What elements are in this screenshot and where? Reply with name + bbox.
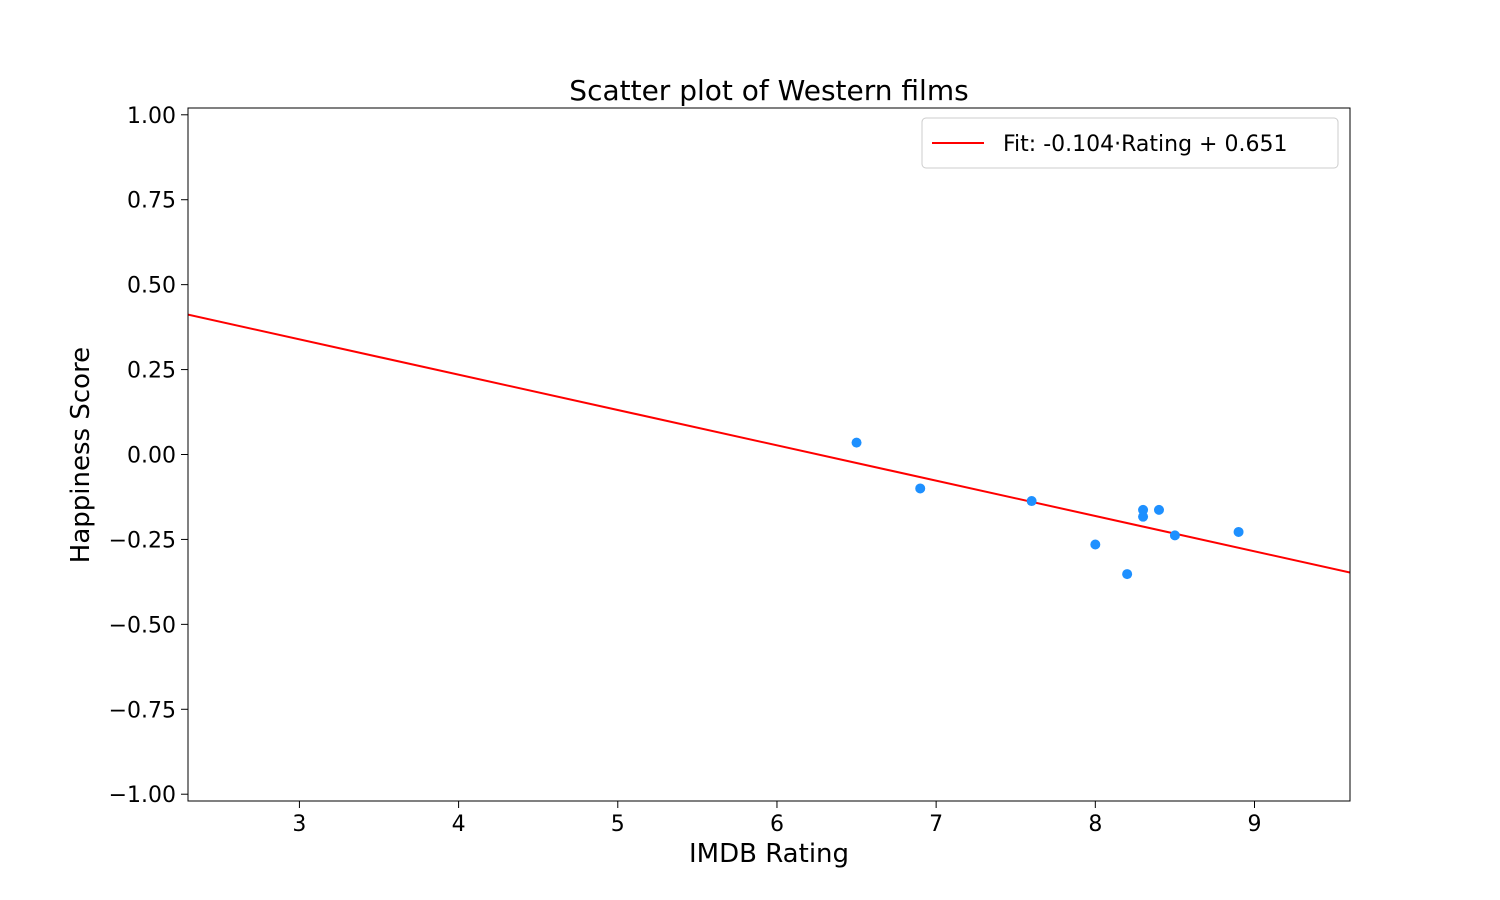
legend-box: [921, 117, 1339, 169]
scatter-point: [1026, 496, 1037, 507]
scatter-point: [1153, 504, 1164, 515]
y-axis-ticks: 1.00 0.75 0.50 0.25 0.00 −0.25 −0.50 −0.75 −1.00: [109, 104, 188, 808]
fit-line: [188, 313, 1350, 574]
x-tick-label: 5: [611, 812, 625, 837]
x-tick-label: 8: [1088, 812, 1102, 837]
x-tick-label: 3: [292, 812, 306, 837]
chart-title: Scatter plot of Western films: [569, 74, 968, 107]
scatter-point: [1122, 569, 1133, 580]
legend-label-fit: Fit: -0.104·Rating + 0.651: [1003, 132, 1287, 157]
x-tick-label: 7: [929, 812, 943, 837]
scatter-point: [1138, 511, 1149, 522]
y-axis-label: Happiness Score: [66, 347, 96, 563]
x-axis-label: IMDB Rating: [689, 839, 849, 869]
y-tick-label: −0.25: [109, 528, 176, 553]
y-tick-label: 0.75: [127, 189, 176, 214]
y-tick-label: −0.50: [109, 613, 176, 638]
x-tick-label: 9: [1247, 812, 1261, 837]
y-tick-label: 0.50: [127, 274, 176, 299]
legend: Fit: -0.104·Rating + 0.651: [921, 117, 1339, 169]
y-tick-label: 0.00: [127, 444, 176, 469]
x-tick-label: 4: [452, 812, 466, 837]
scatter-point: [1169, 530, 1180, 541]
y-tick-label: 1.00: [127, 104, 176, 129]
y-tick-label: −0.75: [109, 698, 176, 723]
points-layer: [851, 437, 1244, 580]
scatter-point: [1090, 539, 1101, 550]
scatter-point: [915, 483, 926, 494]
plot-frame: [187, 107, 1351, 802]
y-tick-label: −1.00: [109, 783, 176, 808]
scatter-point: [1233, 526, 1244, 537]
scatter-point: [851, 437, 862, 448]
y-tick-label: 0.25: [127, 359, 176, 384]
x-tick-label: 6: [770, 812, 784, 837]
x-axis-ticks: 3 4 5 6 7 8 9: [292, 801, 1261, 837]
fit-line-layer: [188, 313, 1350, 574]
